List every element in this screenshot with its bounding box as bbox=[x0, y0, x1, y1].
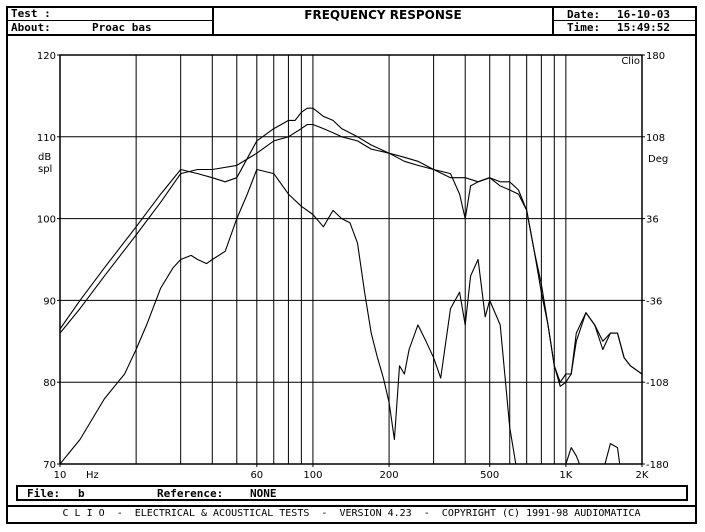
y-tick-label: 100 bbox=[37, 215, 56, 226]
page-title: FREQUENCY RESPONSE bbox=[304, 8, 462, 22]
window-frame bbox=[6, 6, 697, 524]
x-axis-unit: Hz bbox=[86, 470, 99, 481]
about-label: About: bbox=[11, 21, 51, 34]
y2-tick-label: -36 bbox=[646, 296, 662, 307]
y2-tick-label: 108 bbox=[646, 133, 665, 144]
plot-area-border bbox=[59, 54, 643, 465]
reference-value: NONE bbox=[250, 487, 277, 500]
series-line-3 bbox=[60, 168, 642, 464]
y2-tick-label: 180 bbox=[646, 51, 665, 62]
time-value: 15:49:52 bbox=[617, 21, 670, 34]
y-axis-label: dB bbox=[38, 152, 51, 163]
series-line-2 bbox=[60, 107, 642, 383]
y-tick-label: 90 bbox=[43, 296, 56, 307]
x-tick-label: 60 bbox=[250, 470, 263, 481]
y-tick-label: 120 bbox=[37, 51, 56, 62]
y2-tick-label: 36 bbox=[646, 215, 659, 226]
series-line-1 bbox=[60, 123, 642, 387]
header-separator bbox=[212, 6, 214, 35]
x-tick-label: 10 bbox=[54, 470, 67, 481]
reference-label: Reference: bbox=[157, 487, 224, 500]
file-label: File: bbox=[27, 487, 61, 500]
x-tick-label: 500 bbox=[480, 470, 499, 481]
y2-tick-label: -108 bbox=[646, 378, 669, 389]
header-bottom-border bbox=[6, 34, 697, 36]
x-tick-label: 100 bbox=[303, 470, 322, 481]
y-tick-label: 110 bbox=[37, 133, 56, 144]
x-tick-label: 200 bbox=[380, 470, 399, 481]
test-label: Test : bbox=[11, 7, 51, 20]
y-tick-label: 80 bbox=[43, 378, 56, 389]
y2-axis-label: Deg bbox=[648, 154, 668, 165]
x-tick-label: 1K bbox=[559, 470, 572, 481]
header-divider bbox=[6, 20, 213, 21]
corner-label: Clio bbox=[621, 56, 640, 67]
date-label: Date: bbox=[567, 8, 601, 21]
file-value: b bbox=[78, 487, 85, 500]
footer-divider bbox=[6, 505, 697, 507]
x-tick-label: 2K bbox=[636, 470, 649, 481]
header-separator bbox=[552, 6, 554, 35]
header-divider bbox=[553, 20, 697, 21]
status-line: C L I O - ELECTRICAL & ACOUSTICAL TESTS … bbox=[62, 508, 641, 519]
y2-tick-label: -180 bbox=[646, 460, 669, 471]
file-info-box bbox=[16, 485, 688, 501]
y-tick-label: 70 bbox=[43, 460, 56, 471]
about-value: Proac bas bbox=[92, 21, 152, 34]
time-label: Time: bbox=[567, 21, 601, 34]
date-value: 16-10-03 bbox=[617, 8, 670, 21]
y-axis-label: spl bbox=[38, 164, 52, 175]
